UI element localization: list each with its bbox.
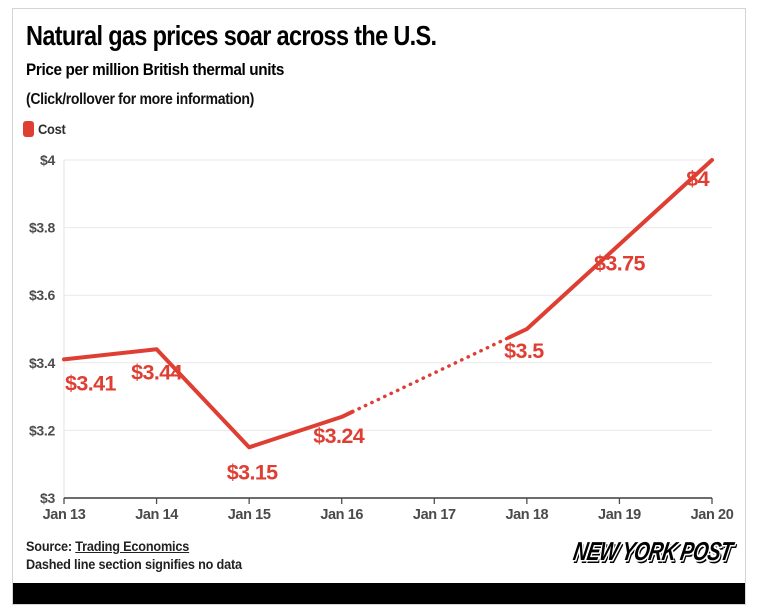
x-axis-tick-label: Jan 14	[135, 507, 178, 523]
data-point-label[interactable]: $3.24	[313, 424, 365, 448]
data-point-label[interactable]: $4	[686, 167, 710, 191]
x-axis-tick-label: Jan 15	[228, 507, 271, 523]
chart-title: Natural gas prices soar across the U.S.	[26, 20, 437, 51]
y-axis-tick-label: $3.8	[29, 220, 56, 236]
y-axis-tick-label: $3	[40, 490, 55, 506]
y-axis-tick-label: $4	[40, 152, 55, 168]
data-point-label[interactable]: $3.5	[504, 339, 545, 363]
data-point-label[interactable]: $3.75	[594, 252, 646, 276]
data-point-label[interactable]: $3.41	[65, 371, 117, 395]
legend-cost-label: Cost	[38, 121, 66, 137]
x-axis-tick-label: Jan 19	[598, 507, 641, 523]
dashed-line-note: Dashed line section signifies no data	[26, 557, 242, 572]
y-axis-tick-label: $3.6	[29, 287, 56, 303]
chart-subtitle: Price per million British thermal units	[26, 60, 285, 79]
new-york-post-logo: NEW YORK POST	[571, 536, 735, 566]
x-axis-tick-label: Jan 16	[320, 507, 363, 523]
line-chart[interactable]: $3 $3.2 $3.4 $3.6 $3.8 $4 Jan 13 Jan 14 Jan 15 Ja…	[13, 9, 746, 531]
cost-line-dashed-no-data[interactable]	[350, 335, 511, 414]
rollover-hint: (Click/rollover for more information)	[26, 91, 254, 108]
legend-cost-swatch	[23, 121, 34, 137]
legend: Cost	[23, 121, 68, 137]
y-axis-tick-label: $3.2	[29, 422, 56, 438]
data-point-label[interactable]: $3.15	[227, 460, 279, 484]
source-link[interactable]: Trading Economics	[75, 539, 190, 554]
cost-line-solid-right[interactable]	[506, 158, 714, 340]
data-point-label[interactable]: $3.44	[131, 360, 183, 384]
cost-line-solid-left[interactable]	[62, 347, 355, 450]
x-axis-tick-label: Jan 13	[43, 507, 86, 523]
bottom-bar	[13, 583, 745, 604]
source-prefix-label: Source:	[26, 539, 76, 554]
x-axis-tick-label: Jan 17	[413, 507, 456, 523]
chart-card: Natural gas prices soar across the U.S. …	[12, 8, 746, 605]
x-axis-tick-label: Jan 18	[505, 507, 548, 523]
x-axis-tick-label: Jan 20	[691, 507, 734, 523]
source-line: Source: Trading Economics	[26, 539, 189, 554]
y-axis-tick-label: $3.4	[29, 355, 56, 371]
